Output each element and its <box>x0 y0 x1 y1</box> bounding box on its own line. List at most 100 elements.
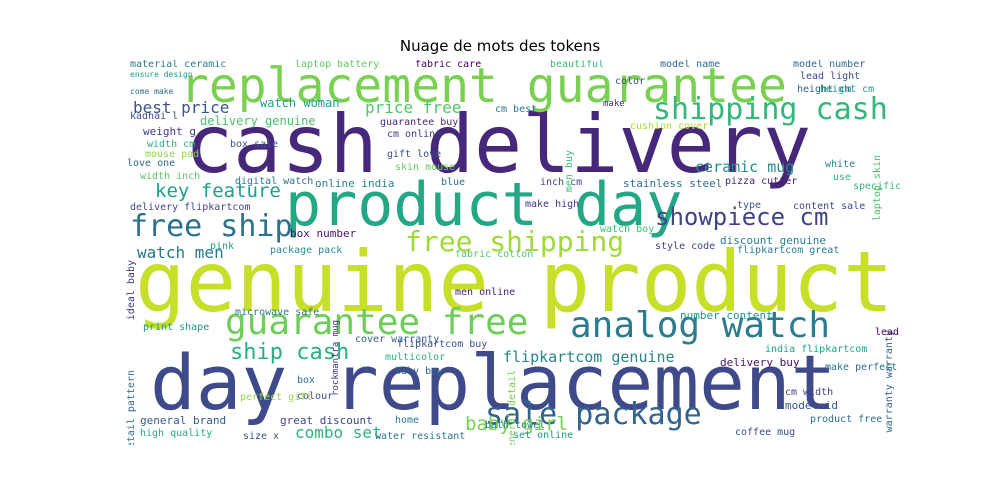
word-men-buy: men buy <box>564 150 575 193</box>
word-make-perfect: make perfect <box>825 362 898 373</box>
word-stainless-steel: stainless steel <box>623 177 723 190</box>
word-colour: colour <box>297 391 334 402</box>
word-pink: pink <box>210 241 235 252</box>
word-make-high: make high <box>525 199 580 210</box>
word-product-free: product free <box>810 414 883 425</box>
word-coffee-mug: coffee mug <box>735 427 796 438</box>
word-multicolor: multicolor <box>385 352 446 363</box>
word-price-free: price free <box>365 98 462 117</box>
word-package-pack: package pack <box>270 245 343 256</box>
word-general-detail: general detail <box>507 370 518 445</box>
word-bath-towel: bath towel <box>485 420 546 431</box>
word-rockmantra-mug: rockmantra mug <box>331 320 341 396</box>
word-set-online: set online <box>513 430 574 441</box>
word-material-ceramic: material ceramic <box>130 60 227 70</box>
word-key-feature: key feature <box>155 180 281 202</box>
word-lead: lead <box>875 327 900 338</box>
word-fabric-cotton: fabric cotton <box>455 249 534 260</box>
word-laptop-skin: laptop skin <box>872 155 883 222</box>
word-model-number: model number <box>793 60 866 70</box>
word-love-one: love one <box>127 158 176 169</box>
word-free-shipping: free shipping <box>405 225 625 258</box>
word-ceramic-mug: ceramic mug <box>695 158 795 176</box>
word-inch-cm: inch cm <box>540 177 583 188</box>
word-guarantee-free: guarantee free <box>225 302 529 343</box>
word-home: home <box>395 415 420 426</box>
word-water-resistant: water resistant <box>375 431 466 442</box>
word-digital-watch: digital watch <box>235 176 314 187</box>
word-white: white <box>825 159 856 170</box>
word-mouse-pad: mouse pad <box>145 149 200 160</box>
word-flipkartcom-great: flipkartcom great <box>737 245 840 256</box>
word-showpiece-cm: showpiece cm <box>655 203 829 231</box>
word-combo-set: combo set <box>295 423 382 442</box>
word-fabric-care: fabric care <box>415 60 482 70</box>
word-free-ship: free ship <box>130 209 293 244</box>
word-pizza-cutter: pizza cutter <box>725 176 798 187</box>
word-online-india: online india <box>315 177 395 190</box>
word-microwave-safe: microwave safe <box>235 307 320 318</box>
word-watch-boy: watch boy <box>600 224 655 235</box>
word-number-content: number content <box>680 309 773 322</box>
word-men-online: men online <box>455 287 516 298</box>
word-height-cm: height cm <box>797 84 852 95</box>
word-baby-boy: baby boy <box>395 366 444 377</box>
word-day-replacement: day replacement <box>150 338 837 427</box>
word-cloud: genuine product cash delivery day replacem… <box>125 60 900 445</box>
word-discount-genuine: discount genuine <box>720 234 826 247</box>
word-replacement-guarantee: replacement guarantee <box>180 60 787 114</box>
word-width-inch: width inch <box>140 171 201 182</box>
word-type: type <box>737 200 762 211</box>
word-weight-g: weight g <box>143 125 196 138</box>
word-box: box <box>297 375 316 386</box>
word-flipkartcom-buy: flipkartcom buy <box>397 339 488 350</box>
word-content-sale: content sale <box>793 201 866 212</box>
word-print-shape: print shape <box>143 322 210 333</box>
word-high-quality: high quality <box>140 428 213 439</box>
word-style-code: style code <box>655 241 716 252</box>
word-cm-best: cm best <box>495 104 538 115</box>
word-lead-light: lead light <box>800 71 861 82</box>
word-delivery-flipkartcom: delivery flipkartcom <box>130 202 251 213</box>
word-laptop-battery: laptop battery <box>295 60 380 70</box>
word-ensure-design: ensure design <box>130 70 193 79</box>
word-kadhai-l: kadhai l <box>130 111 179 122</box>
word-warranty-warranty: warranty warranty <box>884 330 895 433</box>
chart-title: Nuage de mots des tokens <box>399 37 601 55</box>
word-box-number: box number <box>290 227 357 240</box>
word-sale-package: sale package <box>485 397 702 432</box>
word-detail-pattern: detail pattern <box>126 370 137 445</box>
word-use: use <box>833 172 852 183</box>
word-baby-girl: baby girl <box>465 413 568 435</box>
word-ship-cash: ship cash <box>230 340 350 365</box>
word-flipkartcom-genuine: flipkartcom genuine <box>503 348 675 366</box>
word-cushion-cover: cushion cover <box>630 121 709 132</box>
word-product-day: product day <box>285 170 683 240</box>
word-genuine-product: genuine product <box>135 233 894 331</box>
word-cover-warranty: cover warranty <box>355 334 440 345</box>
word-guarantee-buy: guarantee buy <box>380 117 459 128</box>
word-gift-love: gift love <box>387 149 442 160</box>
word-model-name: model name <box>660 60 721 70</box>
word-cm-online: cm online <box>387 129 442 140</box>
word-cm-width: cm width <box>785 387 834 398</box>
word-specification: specification <box>853 181 900 192</box>
word-best-price: best price <box>133 98 230 117</box>
word-india-flipkartcom: india flipkartcom <box>765 344 868 355</box>
word-general-brand: general brand <box>140 414 227 427</box>
word-make: make <box>603 99 625 109</box>
word-shipping-cash: shipping cash <box>653 92 888 127</box>
word-size-x: size x <box>243 431 280 442</box>
word-analog-watch: analog watch <box>570 305 831 346</box>
word-delivery-buy: delivery buy <box>720 356 800 369</box>
word-height-cm: height cm <box>820 84 875 95</box>
word-great-discount: great discount <box>280 414 373 427</box>
word-watch-woman: watch woman <box>260 96 340 110</box>
word-color: color <box>615 76 646 87</box>
word-come-make: come make <box>130 87 174 96</box>
word-width-cm: width cm <box>147 139 196 150</box>
word-blue: blue <box>441 177 466 188</box>
word-cash-delivery: cash delivery <box>185 98 812 191</box>
word-ideal-baby: ideal baby <box>126 260 137 321</box>
word-watch-men: watch men <box>137 243 224 262</box>
